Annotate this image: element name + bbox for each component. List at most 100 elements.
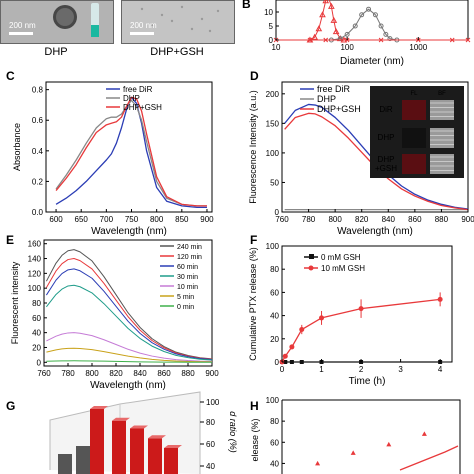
y-tick-label: 100	[206, 398, 220, 407]
x-tick-label: 4	[438, 365, 443, 374]
y-axis-label: elease (%)	[250, 418, 260, 461]
bar-red-0	[90, 409, 104, 474]
data-point	[378, 23, 384, 29]
y-tick-label: 0.0	[32, 208, 44, 217]
data-point	[319, 360, 324, 364]
data-point	[289, 344, 295, 350]
data-point	[352, 23, 358, 29]
data-point	[449, 37, 455, 43]
data-point	[282, 353, 288, 359]
data-point	[415, 37, 421, 43]
legend-label: 240 min	[177, 244, 202, 251]
legend-marker	[309, 254, 314, 259]
y-tick-label: 100	[28, 284, 42, 293]
data-point	[299, 360, 304, 364]
chart-panel-g: 40 60 80 100 d ratio (%)	[49, 391, 238, 474]
x-tick-label: 800	[150, 215, 164, 224]
y-tick-label: 80	[270, 265, 279, 274]
y-axis-label: Cumulative PTX release (%)	[248, 247, 258, 361]
data-point	[344, 31, 350, 37]
data-point	[279, 359, 285, 365]
series-line-6	[46, 360, 213, 363]
x-tick-label: 820	[355, 215, 369, 224]
inset-bf-cell	[430, 154, 454, 174]
data-point	[438, 360, 443, 364]
inset-fl-cell	[402, 128, 426, 148]
x-tick-label: 0	[280, 365, 285, 374]
y-tick-label: 60	[270, 288, 279, 297]
series-line-3	[46, 284, 213, 361]
data-point	[366, 6, 372, 12]
y-tick-label: 0.4	[32, 147, 44, 156]
x-axis-label: Wavelength (nm)	[90, 380, 166, 391]
data-point	[372, 12, 378, 18]
series-line-0	[55, 96, 207, 209]
x-tick-label: 1	[319, 365, 324, 374]
y-tick-label: 0.8	[32, 86, 44, 95]
data-point	[437, 296, 443, 302]
data-point	[299, 327, 305, 333]
data-point	[315, 25, 323, 32]
tem-caption-dhp-gsh: DHP+GSH	[150, 46, 204, 58]
panel-label-g: G	[6, 399, 15, 413]
data-point	[283, 360, 288, 364]
y-tick-label: 120	[28, 269, 42, 278]
data-point	[330, 16, 338, 23]
legend-label: 30 min	[177, 274, 198, 281]
data-point	[332, 28, 340, 35]
x-tick-label: 800	[328, 215, 342, 224]
x-axis-label: Wavelength (nm)	[337, 226, 413, 237]
x-axis-label: Wavelength (nm)	[91, 226, 167, 237]
y-tick-label: 60	[32, 314, 41, 323]
inset-fl-cell	[402, 154, 426, 174]
data-point	[340, 36, 348, 43]
y-tick-label: 0	[275, 358, 280, 367]
y-tick-label: 10	[264, 8, 273, 17]
series-line-4	[46, 332, 213, 362]
series-line-0	[45, 249, 213, 360]
inset-image	[370, 86, 464, 178]
legend-label: 5 min	[177, 294, 194, 301]
y-tick-label: 40	[206, 462, 215, 471]
chart-panel-d: 760 780 800 820 840 860 880 900 0 50 100 150 200 Wave…	[248, 81, 474, 237]
data-point	[306, 36, 314, 43]
legend-label: DHP+GSH	[123, 103, 162, 112]
plot-frame	[281, 81, 469, 213]
data-point-3	[421, 431, 427, 436]
bar-red-top-1	[112, 417, 130, 421]
panel-label-d: D	[250, 69, 259, 83]
x-tick-label: 840	[133, 369, 147, 378]
series-line-0	[309, 0, 345, 41]
y-tick-label: 40	[32, 329, 41, 338]
bar-red-4	[164, 448, 178, 474]
data-point	[387, 36, 393, 42]
legend-label: 10 min	[177, 284, 198, 291]
y-tick-label: 80	[206, 418, 215, 427]
series-line-1	[331, 8, 397, 41]
x-tick-label: 820	[109, 369, 123, 378]
y-tick-label: 100	[266, 149, 280, 158]
series-line-2	[55, 96, 207, 207]
data-point	[383, 31, 389, 37]
data-point	[465, 37, 471, 43]
inset-fl-cell	[402, 100, 426, 120]
chart-panel-c: 600 650 700 750 800 850 900 0.0 0.2 0.4 0.6 0.8 Wave…	[12, 81, 214, 237]
legend-label: 120 min	[177, 254, 202, 261]
y-tick-label: 160	[28, 240, 42, 249]
bar-red-top-2	[130, 425, 148, 429]
series-line-5	[46, 347, 213, 363]
bar-grey-0	[58, 454, 72, 474]
y-tick-label: 40	[270, 459, 279, 468]
data-point	[344, 37, 350, 43]
y-axis-label: d ratio (%)	[228, 411, 238, 453]
y-tick-label: 5	[269, 22, 274, 31]
y-tick-label: 80	[32, 299, 41, 308]
data-point	[311, 33, 319, 40]
series-line-2	[284, 112, 469, 211]
series-line-1	[281, 298, 441, 363]
y-tick-label: 60	[206, 440, 215, 449]
data-point	[359, 360, 364, 364]
data-point	[394, 37, 400, 43]
y-tick-label: 0	[275, 208, 280, 217]
bar-back-wall	[49, 391, 201, 474]
